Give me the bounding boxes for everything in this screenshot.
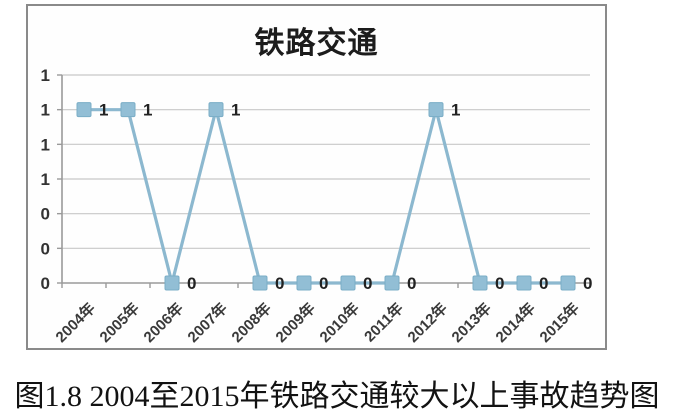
y-tick-label: 0 (41, 205, 50, 224)
marker-2009年 (296, 275, 312, 291)
data-label: 1 (143, 101, 152, 120)
gridlines (62, 74, 590, 284)
x-tick-label: 2008年 (228, 299, 275, 346)
data-label: 0 (495, 274, 504, 293)
x-tick-label: 2014年 (492, 299, 539, 346)
x-tick-label: 2015年 (536, 299, 583, 346)
y-tick-label: 0 (41, 274, 50, 293)
chart-frame: 铁路交通 0 0 0 1 1 1 1 1 1 0 1 0 0 0 0 1 0 0 0 2004年 2005年 2006年 2… (26, 4, 607, 350)
x-tick-label: 2005年 (96, 299, 143, 346)
data-label: 1 (231, 101, 240, 120)
figure-caption: 图1.8 2004至2015年铁路交通较大以上事故趋势图 (14, 380, 660, 413)
x-tick-label: 2013年 (448, 299, 495, 346)
marker-2015年 (560, 275, 576, 291)
x-tick-label: 2006年 (140, 299, 187, 346)
x-axis-labels: 2004年2005年2006年2007年2008年2009年2010年2011年… (52, 299, 583, 346)
y-tick-label: 1 (41, 101, 50, 120)
series-markers (76, 102, 576, 291)
x-tick-label: 2011年 (360, 299, 406, 345)
x-tick-label: 2012年 (404, 299, 451, 346)
data-label: 0 (539, 274, 548, 293)
chart-title: 铁路交通 (254, 27, 379, 60)
data-label: 0 (319, 274, 328, 293)
marker-2007年 (208, 102, 224, 118)
data-label: 0 (363, 274, 372, 293)
data-label: 0 (407, 274, 416, 293)
marker-2005年 (120, 102, 136, 118)
data-label: 0 (187, 274, 196, 293)
marker-2014年 (516, 275, 532, 291)
x-tick-label: 2004年 (52, 299, 99, 346)
marker-2008年 (252, 275, 268, 291)
data-label: 1 (451, 101, 460, 120)
x-tick-label: 2009年 (272, 299, 319, 346)
marker-2004年 (76, 102, 92, 118)
data-label: 0 (583, 274, 592, 293)
y-axis-ticks (57, 74, 62, 284)
marker-2012年 (428, 102, 444, 118)
marker-2013年 (472, 275, 488, 291)
marker-2011年 (384, 275, 400, 291)
marker-2006年 (164, 275, 180, 291)
x-tick-label: 2007年 (184, 299, 231, 346)
y-tick-label: 1 (41, 66, 50, 85)
y-tick-label: 0 (41, 239, 50, 258)
y-tick-label: 1 (41, 170, 50, 189)
x-axis-ticks (61, 283, 591, 288)
y-axis-labels: 0 0 0 1 1 1 1 (41, 66, 50, 293)
data-label: 0 (275, 274, 284, 293)
series-line (82, 108, 570, 285)
y-tick-label: 1 (41, 135, 50, 154)
marker-2010年 (340, 275, 356, 291)
x-tick-label: 2010年 (316, 299, 363, 346)
data-labels: 1 1 0 1 0 0 0 0 1 0 0 0 (99, 101, 592, 293)
data-label: 1 (99, 101, 108, 120)
